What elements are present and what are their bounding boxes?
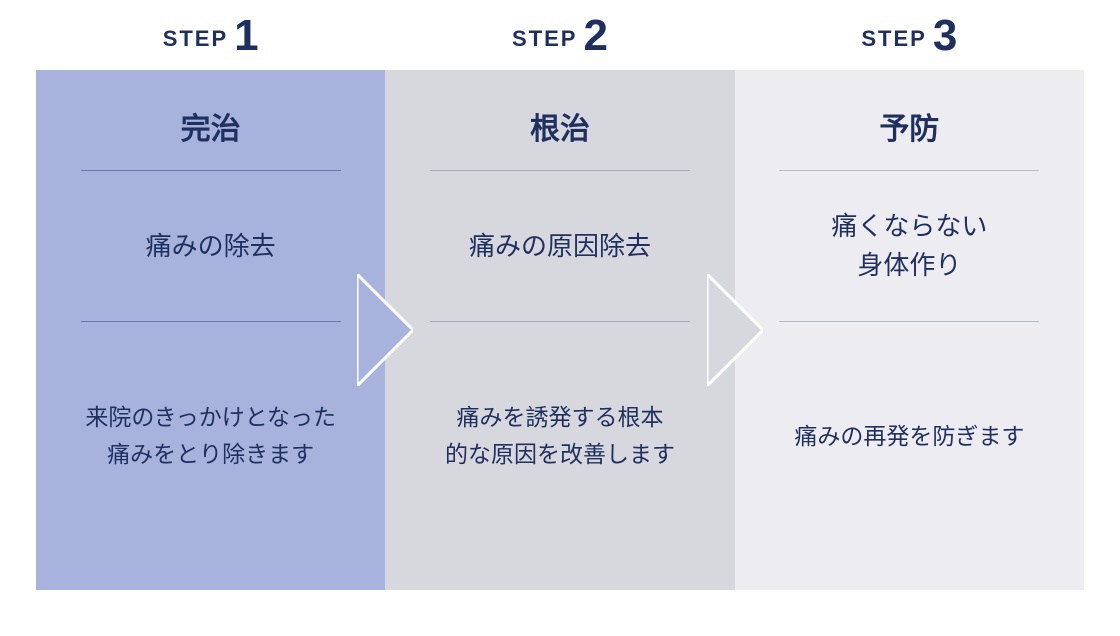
step-header-row: STEP 1 STEP 2 STEP 3 <box>36 10 1084 70</box>
step-subtitle: 痛くならない身体作り <box>831 207 987 285</box>
step-head-2: STEP 2 <box>385 10 734 70</box>
step-title: 完治 <box>181 104 241 148</box>
arrow-icon <box>357 274 413 386</box>
step-desc: 痛みを誘発する根本的な原因を改善します <box>445 399 675 473</box>
step-card-2: 根治 痛みの原因除去 痛みを誘発する根本的な原因を改善します <box>385 70 734 590</box>
step-label: STEP <box>512 26 577 52</box>
step-title: 根治 <box>530 104 590 148</box>
step-cards-row: 完治 痛みの除去 来院のきっかけとなった痛みをとり除きます 根治 痛みの原因除去… <box>36 70 1084 590</box>
step-subtitle: 痛みの除去 <box>146 227 276 266</box>
arrow-icon <box>707 274 763 386</box>
step-number: 1 <box>234 14 258 58</box>
step-title: 予防 <box>879 104 939 148</box>
step-card-1: 完治 痛みの除去 来院のきっかけとなった痛みをとり除きます <box>36 70 385 590</box>
step-desc: 来院のきっかけとなった痛みをとり除きます <box>85 399 336 473</box>
step-head-3: STEP 3 <box>735 10 1084 70</box>
step-number: 3 <box>933 14 957 58</box>
step-head-1: STEP 1 <box>36 10 385 70</box>
step-label: STEP <box>861 26 926 52</box>
step-number: 2 <box>583 14 607 58</box>
step-desc: 痛みの再発を防ぎます <box>794 418 1024 455</box>
step-subtitle: 痛みの原因除去 <box>469 227 651 266</box>
step-card-3: 予防 痛くならない身体作り 痛みの再発を防ぎます <box>735 70 1084 590</box>
infographic-steps: STEP 1 STEP 2 STEP 3 完治 痛みの除去 来院のきっかけとなっ… <box>0 0 1120 636</box>
step-label: STEP <box>163 26 228 52</box>
